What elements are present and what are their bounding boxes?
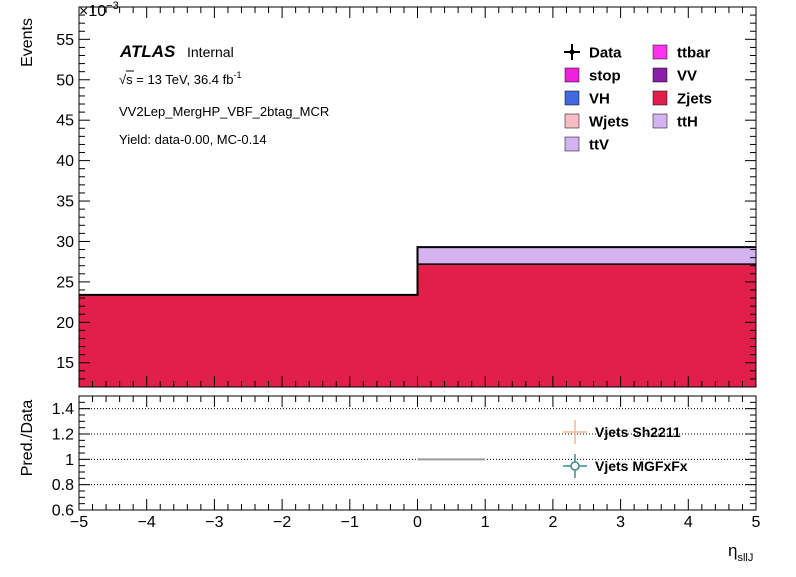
upper-y-tick-label: 15 (56, 355, 74, 372)
x-axis-label-sub: sllJ (737, 552, 753, 564)
ratio-x-tick-label: 4 (684, 514, 693, 531)
yield-label: Yield: data-0.00, MC-0.14 (119, 132, 267, 147)
upper-y-tick-label: 35 (56, 194, 74, 211)
legend-marker-data-dot (569, 49, 575, 55)
ratio-x-tick-label: −4 (138, 514, 156, 531)
upper-y-tick-label: 20 (56, 315, 74, 332)
legend: Data ttbar stop VV VH Zjets Wjets ttH ttV (564, 44, 712, 154)
ratio-legend-label: Vjets Sh2211 (595, 424, 681, 440)
energy-exp: -1 (233, 70, 241, 80)
ratio-reference-lines (79, 408, 756, 486)
upper-panel: 15 20 25 30 35 40 45 50 55 Events ×10−3 ATLAS In… (19, 0, 757, 388)
ratio-x-tick-label: 0 (413, 514, 422, 531)
legend-label-vh: VH (589, 91, 610, 108)
ratio-x-tick-label: 3 (616, 514, 625, 531)
upper-y-tick-label: 30 (56, 234, 74, 251)
legend-label-zjets: Zjets (677, 91, 712, 108)
energy-sqrt: √s (119, 72, 133, 87)
ratio-x-tick-label: 5 (752, 514, 761, 531)
x-axis-label: ηsllJ (728, 541, 753, 564)
upper-y-tick-label: 55 (56, 32, 74, 49)
stack-bins (79, 246, 756, 387)
atlas-label: ATLAS (119, 42, 176, 61)
ratio-y-axis-label: Pred./Data (19, 400, 36, 477)
ratio-frame (78, 395, 757, 511)
legend-label-wjets: Wjets (589, 114, 629, 131)
legend-swatch-stop (564, 67, 580, 83)
legend-label-data: Data (589, 45, 622, 62)
legend-swatch-wjets (564, 113, 580, 129)
ratio-x-axis-ticks: −5 −4 −3 −2 −1 0 1 2 3 4 5 (70, 396, 761, 531)
legend-swatch-tth (652, 113, 668, 129)
legend-label-tth: ttH (677, 114, 698, 131)
ratio-x-tick-label: −1 (341, 514, 359, 531)
ratio-y-tick-label: 1 (65, 452, 74, 469)
zjets-bar-0 (79, 294, 418, 387)
internal-label: Internal (187, 44, 234, 60)
legend-swatch-vh (564, 90, 580, 106)
y-multiplier-base: ×10 (79, 3, 106, 20)
y-multiplier: ×10−3 (79, 0, 119, 20)
upper-y-tick-label: 45 (56, 113, 74, 130)
upper-x-axis-ticks (78, 7, 757, 387)
ratio-x-tick-label: −3 (205, 514, 223, 531)
legend-swatch-zjets (652, 90, 668, 106)
energy-text: = 13 TeV, 36.4 fb (133, 72, 234, 87)
ratio-y-tick-label: 0.6 (52, 503, 74, 520)
legend-label-ttv: ttV (589, 137, 609, 154)
upper-y-tick-label: 40 (56, 153, 74, 170)
legend-label-vv: VV (677, 68, 697, 85)
ratio-panel: 0.6 0.8 1 1.2 1.4 −5 −4 −3 −2 −1 0 1 2 3 4 5 Pred./Dat… (19, 395, 761, 564)
y-multiplier-exp: −3 (106, 0, 119, 12)
x-axis-label-main: η (728, 541, 737, 560)
ratio-x-tick-label: 1 (481, 514, 490, 531)
legend-swatch-ttbar (652, 44, 668, 60)
energy-label: √s = 13 TeV, 36.4 fb-1 (119, 70, 242, 87)
upper-frame (78, 6, 757, 388)
upper-y-axis-label: Events (19, 18, 36, 67)
ratio-y-axis-ticks: 0.6 0.8 1 1.2 1.4 (52, 401, 756, 520)
ratio-x-tick-label: −5 (70, 514, 88, 531)
upper-y-tick-label: 50 (56, 72, 74, 89)
ratio-y-tick-label: 1.2 (52, 427, 74, 444)
legend-swatch-vv (652, 67, 668, 83)
ratio-x-tick-label: −2 (273, 514, 291, 531)
region-label: VV2Lep_MergHP_VBF_2btag_MCR (119, 104, 329, 119)
total-outline (79, 246, 756, 296)
legend-label-stop: stop (589, 68, 621, 85)
ratio-legend-marker-circle (570, 461, 580, 471)
legend-swatch-ttv (564, 136, 580, 152)
legend-label-ttbar: ttbar (677, 45, 710, 62)
ratio-y-tick-label: 1.4 (52, 401, 74, 418)
upper-y-axis-ticks: 15 20 25 30 35 40 45 50 55 (56, 14, 756, 380)
ratio-legend-label: Vjets MGFxFx (595, 458, 688, 474)
upper-y-tick-label: 25 (56, 274, 74, 291)
zjets-bar-1 (417, 264, 756, 387)
ratio-y-tick-label: 0.8 (52, 477, 74, 494)
tth-bar-1 (417, 247, 756, 265)
ratio-x-tick-label: 2 (548, 514, 557, 531)
ratio-legend: Vjets Sh2211 Vjets MGFxFx (563, 420, 688, 478)
